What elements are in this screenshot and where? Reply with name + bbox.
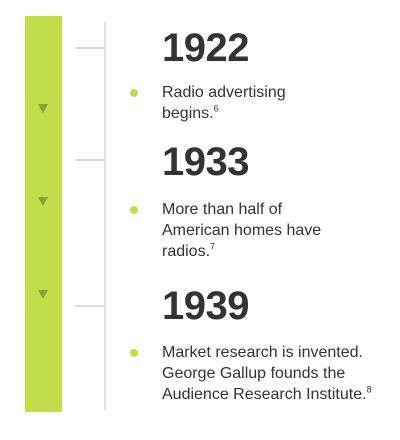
line-text: More than half of: [162, 201, 283, 218]
description-line: begins.6: [162, 103, 286, 124]
arrow: [38, 197, 48, 206]
line-text: Audience Research Institute.: [162, 386, 367, 403]
description: More than half of American homes have radi…: [162, 199, 321, 262]
line-text: Radio advertising: [162, 84, 286, 101]
line-text: radios.: [162, 243, 211, 260]
description-line: Audience Research Institute.8: [162, 384, 372, 405]
footnote: 8: [366, 384, 372, 395]
year: 1939: [162, 284, 249, 328]
footnote: 7: [210, 241, 216, 252]
bullet: [130, 89, 138, 97]
arrow: [38, 104, 48, 113]
description-line: More than half of: [162, 199, 321, 220]
description: Radio advertising begins.6: [162, 82, 286, 124]
description-line: George Gallup founds the: [162, 363, 372, 384]
line-text: begins.: [162, 105, 214, 122]
bullet: [130, 349, 138, 357]
arrow: [38, 290, 48, 299]
line-text: Market research is invented.: [162, 344, 363, 361]
green-bar: [25, 16, 62, 412]
description-line: Radio advertising: [162, 82, 286, 103]
description-line: radios.7: [162, 241, 321, 262]
year: 1922: [162, 26, 249, 70]
line-text: George Gallup founds the: [162, 365, 346, 382]
year: 1933: [162, 140, 249, 184]
line-text: American homes have: [162, 222, 322, 239]
description-line: Market research is invented.: [162, 342, 372, 363]
timeline-line: [104, 22, 106, 410]
tick: [75, 159, 106, 161]
tick: [75, 305, 106, 307]
description: Market research is invented. George Gallu…: [162, 342, 372, 405]
footnote: 6: [213, 103, 219, 114]
description-line: American homes have: [162, 220, 321, 241]
bullet: [130, 206, 138, 214]
tick: [75, 47, 106, 49]
